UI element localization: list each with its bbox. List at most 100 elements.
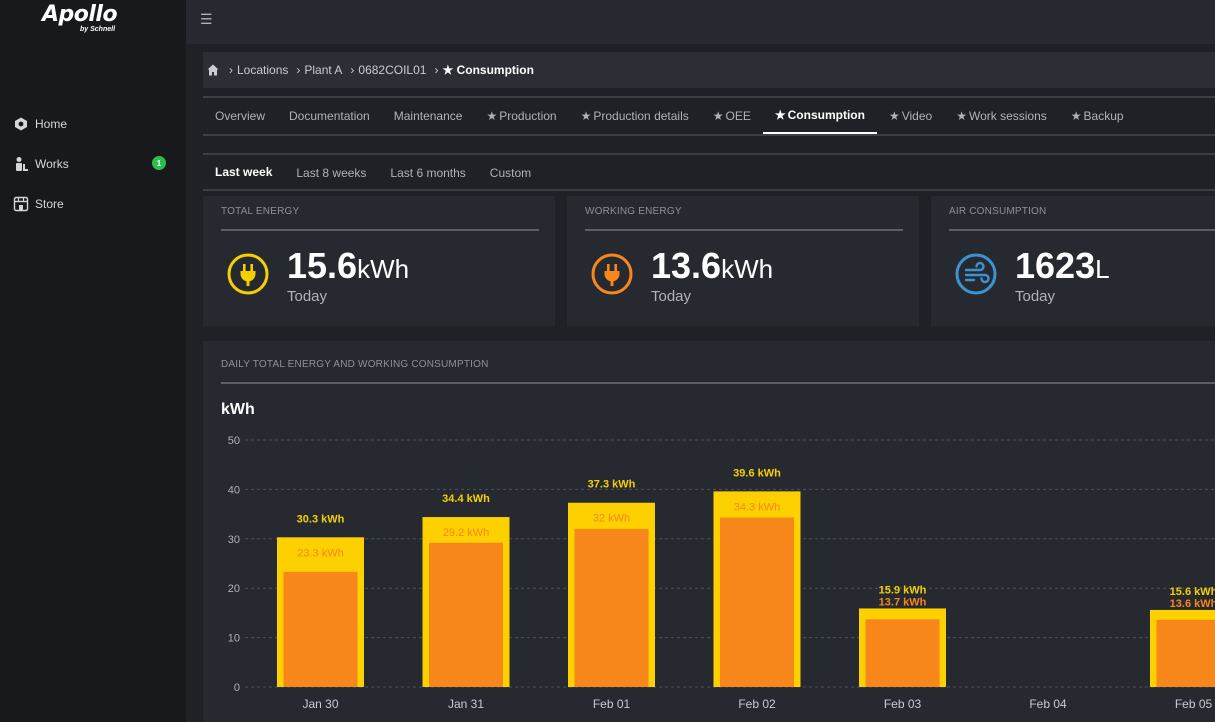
hexagon-icon bbox=[13, 116, 29, 132]
total-energy-data-label: 34.4 kWh bbox=[442, 493, 490, 505]
sidebar-item-label: Store bbox=[35, 197, 64, 211]
card-value-number: 13.6 bbox=[651, 245, 722, 286]
working-energy-bar bbox=[1156, 619, 1215, 687]
tab-overview[interactable]: Overview bbox=[203, 98, 277, 134]
chart-title: DAILY TOTAL ENERGY AND WORKING CONSUMPTI… bbox=[221, 359, 489, 370]
plug-icon bbox=[591, 253, 633, 295]
x-tick-label: Feb 01 bbox=[593, 697, 631, 711]
sidebar-item-label: Home bbox=[35, 117, 68, 131]
x-tick-label: Feb 05 bbox=[1175, 697, 1213, 711]
subtab-label: Last 6 months bbox=[390, 166, 466, 180]
breadcrumb-separator: › bbox=[296, 63, 301, 77]
tab-documentation[interactable]: Documentation bbox=[277, 98, 382, 134]
working-energy-bar bbox=[865, 619, 940, 687]
worker-icon bbox=[13, 156, 29, 172]
sidebar: Apollo by Schnell Home Works 1 Store bbox=[0, 0, 186, 722]
tab-backup[interactable]: ★ Backup bbox=[1059, 98, 1136, 134]
total-energy-data-label: 37.3 kWh bbox=[588, 479, 636, 491]
working-energy-data-label: 32 kWh bbox=[593, 513, 630, 525]
breadcrumb-locations[interactable]: Locations bbox=[237, 63, 289, 77]
star-icon: ★ bbox=[580, 109, 592, 123]
star-icon: ★ bbox=[486, 109, 498, 123]
card-title: WORKING ENERGY bbox=[585, 206, 682, 217]
star-icon: ★ bbox=[774, 108, 786, 122]
tab-oee[interactable]: ★ OEE bbox=[701, 98, 763, 134]
tab-maintenance[interactable]: Maintenance bbox=[382, 98, 475, 134]
sidebar-item-works[interactable]: Works 1 bbox=[13, 154, 173, 174]
tab-label: Work sessions bbox=[968, 109, 1047, 123]
card-value-unit: kWh bbox=[721, 254, 774, 284]
tab-label: Backup bbox=[1083, 109, 1124, 123]
kpi-card-working-energy: WORKING ENERGY 13.6kWh Today bbox=[567, 196, 919, 326]
divider bbox=[221, 382, 1215, 384]
sidebar-item-home[interactable]: Home bbox=[13, 114, 173, 134]
works-count-badge: 1 bbox=[152, 156, 166, 170]
apollo-logo[interactable]: Apollo by Schnell bbox=[42, 4, 142, 36]
sidebar-item-store[interactable]: Store bbox=[13, 194, 173, 214]
working-energy-bar bbox=[429, 542, 503, 687]
sidebar-item-label: Works bbox=[35, 157, 69, 171]
subtab-custom[interactable]: Custom bbox=[478, 155, 543, 191]
tab-label: Maintenance bbox=[393, 109, 463, 123]
subtab-label: Custom bbox=[489, 166, 532, 180]
tab-consumption[interactable]: ★ Consumption bbox=[762, 98, 877, 134]
plug-icon bbox=[227, 253, 269, 295]
breadcrumb-current: ★ Consumption bbox=[442, 63, 533, 77]
card-value-unit: L bbox=[1095, 254, 1110, 284]
card-value-unit: kWh bbox=[357, 254, 410, 284]
daily-energy-bar-chart: 0 10 20 30 40 50 Jan 30 30.3 kWh 23.3 kWh Jan 31 3… bbox=[228, 435, 1215, 711]
tab-label: Documentation bbox=[289, 109, 370, 123]
tab-production-details[interactable]: ★ Production details bbox=[569, 98, 701, 134]
divider bbox=[949, 229, 1215, 231]
x-tick-label: Feb 04 bbox=[1029, 697, 1067, 711]
breadcrumb-current-label: Consumption bbox=[456, 63, 534, 77]
y-tick-label: 40 bbox=[228, 484, 240, 496]
tab-production[interactable]: ★ Production bbox=[474, 98, 568, 134]
y-tick-label: 10 bbox=[228, 633, 240, 645]
card-title: AIR CONSUMPTION bbox=[949, 206, 1047, 217]
working-energy-bar bbox=[283, 571, 358, 687]
tab-video[interactable]: ★ Video bbox=[877, 98, 944, 134]
home-icon[interactable] bbox=[207, 64, 219, 79]
x-tick-label: Feb 03 bbox=[884, 697, 922, 711]
breadcrumb-machine[interactable]: 0682COIL01 bbox=[358, 63, 427, 77]
divider bbox=[203, 134, 1215, 136]
divider bbox=[221, 229, 539, 231]
tab-label: Video bbox=[901, 109, 933, 123]
subtab-last-week[interactable]: Last week bbox=[203, 155, 285, 191]
breadcrumb-plant[interactable]: Plant A bbox=[304, 63, 343, 77]
y-tick-label: 0 bbox=[234, 682, 240, 694]
star-icon: ★ bbox=[888, 109, 900, 123]
tab-label: Overview bbox=[215, 109, 266, 123]
tab-label: Production bbox=[499, 109, 557, 123]
subtab-last-6-months[interactable]: Last 6 months bbox=[378, 155, 477, 191]
card-period: Today bbox=[651, 288, 692, 305]
y-tick-label: 30 bbox=[228, 534, 240, 546]
card-value: 13.6kWh bbox=[651, 246, 773, 289]
star-icon: ★ bbox=[956, 109, 967, 123]
store-icon bbox=[13, 196, 29, 212]
subtab-last-8-weeks[interactable]: Last 8 weeks bbox=[284, 155, 378, 191]
breadcrumb-separator: › bbox=[350, 63, 355, 77]
logo-sub: by Schnell bbox=[80, 26, 116, 33]
tab-label: Production details bbox=[593, 109, 689, 123]
breadcrumb: › Locations › Plant A › 0682COIL01 › ★ C… bbox=[203, 52, 1215, 88]
card-period: Today bbox=[287, 288, 328, 305]
subtab-label: Last week bbox=[215, 165, 273, 179]
working-energy-data-label: 34.3 kWh bbox=[734, 501, 780, 513]
tab-label: OEE bbox=[725, 109, 751, 123]
x-tick-label: Jan 31 bbox=[448, 697, 484, 711]
kpi-card-air-consumption: AIR CONSUMPTION 1623L Today bbox=[931, 196, 1215, 326]
card-value-number: 15.6 bbox=[287, 245, 358, 286]
star-icon: ★ bbox=[1070, 109, 1082, 123]
working-energy-bar bbox=[720, 517, 794, 687]
logo-brand: Apollo bbox=[42, 2, 118, 27]
divider bbox=[585, 229, 903, 231]
working-energy-data-label: 13.7 kWh bbox=[879, 596, 927, 608]
working-energy-data-label: 13.6 kWh bbox=[1170, 598, 1215, 610]
working-energy-data-label: 29.2 kWh bbox=[443, 527, 489, 539]
tab-work-sessions[interactable]: ★ Work sessions bbox=[944, 98, 1059, 134]
menu-toggle-icon[interactable]: ☰ bbox=[200, 11, 213, 27]
chart-unit-label: kWh bbox=[221, 401, 255, 418]
